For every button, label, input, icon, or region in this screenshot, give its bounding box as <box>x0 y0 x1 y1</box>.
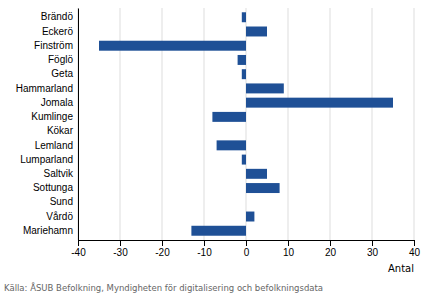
y-tick-label: Kumlinge <box>31 111 73 122</box>
y-tick: Brändö <box>41 11 78 22</box>
bar <box>246 212 254 222</box>
x-tick-mark <box>288 240 289 246</box>
y-axis-line <box>78 9 79 241</box>
y-tick: Kökar <box>47 125 78 136</box>
x-tick: -30 <box>113 240 128 258</box>
y-tick-label: Brändö <box>41 11 74 22</box>
x-tick: 30 <box>367 240 379 258</box>
x-axis: -40 -30 -20 -10 0 10 20 30 40 <box>71 240 420 258</box>
bar <box>246 27 267 37</box>
bar <box>99 41 246 51</box>
x-tick-label: 40 <box>409 247 421 258</box>
x-tick: 0 <box>244 240 250 258</box>
bar <box>191 226 246 236</box>
y-tick: Lumparland <box>20 154 78 165</box>
y-tick-label: Föglö <box>48 54 73 65</box>
y-tick-label: Lumparland <box>20 154 73 165</box>
x-tick-label: -10 <box>197 247 212 258</box>
y-tick: Vårdö <box>46 211 78 222</box>
bar <box>246 169 267 179</box>
bar <box>238 55 246 65</box>
y-tick-label: Finström <box>34 40 73 51</box>
bar <box>217 140 246 150</box>
x-tick: 40 <box>409 240 421 258</box>
bar <box>246 126 247 136</box>
x-tick-mark <box>78 240 79 246</box>
x-tick-label: -30 <box>113 247 128 258</box>
bar <box>242 12 246 22</box>
grid <box>78 8 414 240</box>
y-axis: Brändö Eckerö Finström Föglö Geta Hammarland J… <box>16 9 79 241</box>
x-tick-mark <box>162 240 163 246</box>
x-tick-label: 10 <box>283 247 295 258</box>
x-tick: -40 <box>71 240 86 258</box>
y-tick: Föglö <box>48 54 78 65</box>
grid-line <box>414 8 415 240</box>
x-tick-label: 30 <box>367 247 379 258</box>
chart: -40 -30 -20 -10 0 10 20 30 40 Brändö Eckerö Finströ… <box>0 0 428 296</box>
x-axis-label: Antal <box>388 263 414 274</box>
bar <box>212 112 246 122</box>
x-tick-mark <box>120 240 121 246</box>
y-tick: Sottunga <box>33 182 78 193</box>
x-tick-label: 0 <box>244 247 250 258</box>
x-axis-line <box>79 241 415 247</box>
grid-line <box>330 8 331 240</box>
y-tick: Hammarland <box>16 83 78 94</box>
bar <box>246 197 247 207</box>
y-tick-label: Mariehamn <box>23 225 73 236</box>
bar <box>242 69 246 79</box>
bars <box>99 12 393 235</box>
grid-line <box>372 8 373 240</box>
y-tick: Mariehamn <box>23 225 78 236</box>
x-tick-label: -40 <box>71 247 86 258</box>
y-tick-label: Saltvik <box>44 168 74 179</box>
x-tick-mark <box>372 240 373 246</box>
y-tick-label: Sottunga <box>33 182 73 193</box>
y-tick: Geta <box>51 68 78 79</box>
y-tick-label: Geta <box>51 68 73 79</box>
x-tick: 10 <box>283 240 295 258</box>
grid-line <box>288 8 289 240</box>
y-tick: Eckerö <box>42 26 78 37</box>
x-tick: 20 <box>325 240 337 258</box>
y-tick-label: Eckerö <box>42 26 74 37</box>
bar <box>246 83 284 93</box>
plot: -40 -30 -20 -10 0 10 20 30 40 Brändö Eckerö Finströ… <box>16 8 421 258</box>
x-tick-mark <box>204 240 205 246</box>
y-tick-label: Jomala <box>41 97 74 108</box>
y-tick-label: Sund <box>50 196 73 207</box>
y-tick: Finström <box>34 40 78 51</box>
y-tick-label: Lemland <box>35 140 73 151</box>
y-tick: Sund <box>50 196 78 207</box>
x-tick-mark <box>330 240 331 246</box>
bar <box>246 98 393 108</box>
grid-line <box>78 8 79 240</box>
y-tick-label: Hammarland <box>16 83 73 94</box>
x-tick-label: -20 <box>155 247 170 258</box>
y-tick-label: Kökar <box>47 125 74 136</box>
y-tick: Lemland <box>35 140 78 151</box>
annotation: Källa: ÅSUB Befolkning, Myndigheten för … <box>4 282 323 293</box>
bar <box>246 183 280 193</box>
x-tick: -10 <box>197 240 212 258</box>
bar <box>242 155 246 165</box>
x-tick-mark <box>246 240 247 246</box>
x-tick-label: 20 <box>325 247 337 258</box>
y-tick: Jomala <box>41 97 78 108</box>
x-tick-mark <box>414 240 415 246</box>
y-tick: Kumlinge <box>31 111 78 122</box>
y-tick-label: Vårdö <box>46 211 73 222</box>
y-tick: Saltvik <box>44 168 78 179</box>
x-tick: -20 <box>155 240 170 258</box>
